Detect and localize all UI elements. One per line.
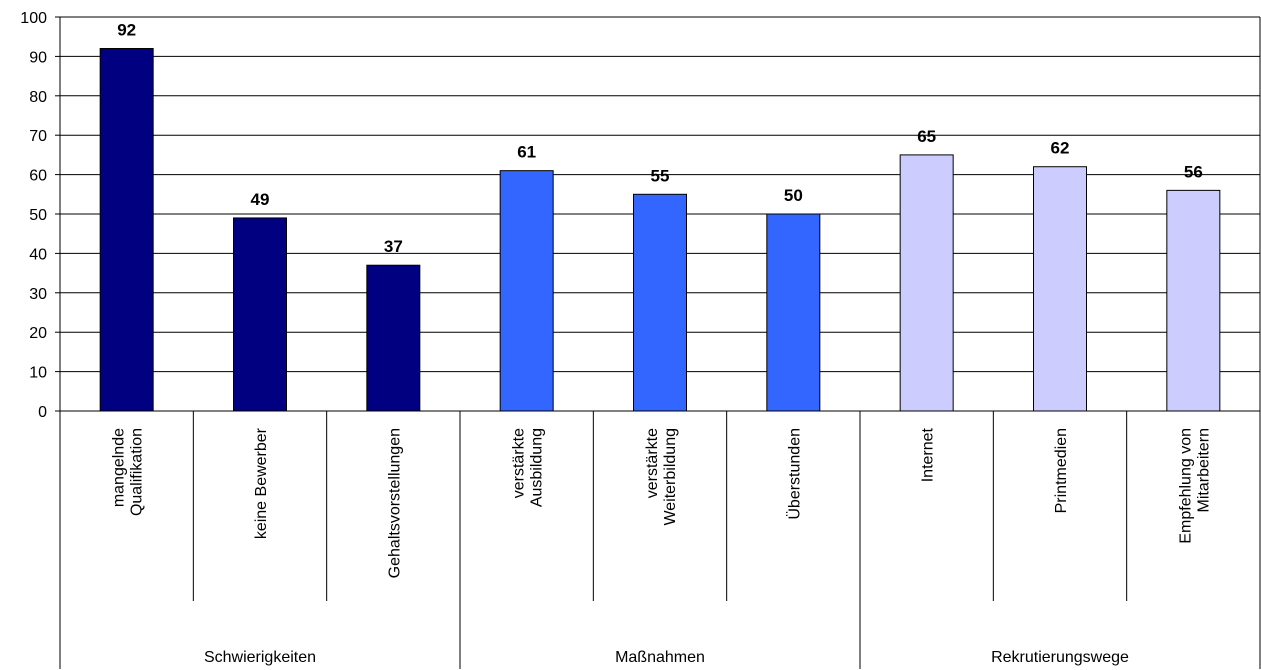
labels: 0 10 20 30 40 50 60 70 80 90 100 92 mangelnde Qualifi… bbox=[20, 10, 1212, 666]
y-tick-label: 60 bbox=[29, 168, 47, 185]
y-tick-label: 40 bbox=[29, 246, 47, 263]
bar bbox=[1033, 166, 1087, 412]
category-label: Weiterbildung bbox=[662, 428, 679, 526]
bar bbox=[499, 170, 554, 412]
y-tick-label: 50 bbox=[29, 207, 47, 224]
category-label: keine Bewerber bbox=[253, 427, 270, 539]
group-label: Maßnahmen bbox=[615, 649, 705, 666]
data-label: 92 bbox=[117, 21, 136, 40]
bar bbox=[1166, 189, 1221, 412]
y-tick-label: 0 bbox=[38, 404, 47, 421]
data-label: 49 bbox=[251, 190, 270, 209]
category-label: Ausbildung bbox=[529, 428, 546, 507]
y-tick-label: 10 bbox=[29, 365, 47, 382]
data-label: 37 bbox=[384, 237, 403, 256]
data-label: 61 bbox=[517, 143, 536, 162]
bar bbox=[899, 154, 954, 412]
data-label: 56 bbox=[1184, 162, 1203, 181]
category-label: Empfehlung von bbox=[1177, 428, 1194, 544]
category-label: verstärkte bbox=[644, 428, 661, 498]
category-label: Gehaltsvorstellungen bbox=[386, 428, 403, 578]
bar bbox=[366, 264, 421, 412]
y-tick-label: 30 bbox=[29, 286, 47, 303]
category-label: Printmedien bbox=[1053, 428, 1070, 513]
category-label: mangelnde bbox=[111, 428, 128, 507]
y-tick-label: 70 bbox=[29, 128, 47, 145]
data-label: 50 bbox=[784, 186, 803, 205]
data-label: 65 bbox=[917, 127, 936, 146]
category-label: Mitarbeitern bbox=[1195, 428, 1212, 512]
y-tick-label: 100 bbox=[20, 10, 47, 27]
category-label: Überstunden bbox=[785, 428, 803, 520]
category-label: verstärkte bbox=[511, 428, 528, 498]
bar bbox=[766, 213, 821, 412]
data-label: 62 bbox=[1051, 139, 1070, 158]
bar bbox=[633, 193, 687, 412]
group-label: Schwierigkeiten bbox=[204, 649, 316, 666]
data-label: 55 bbox=[651, 166, 670, 185]
bars bbox=[99, 48, 1221, 412]
y-tick-label: 80 bbox=[29, 89, 47, 106]
y-tick-label: 90 bbox=[29, 49, 47, 66]
category-label: Internet bbox=[920, 427, 937, 482]
y-tick-label: 20 bbox=[29, 325, 47, 342]
category-label: Qualifikation bbox=[129, 428, 146, 516]
bar bbox=[99, 48, 154, 412]
group-label: Rekrutierungswege bbox=[991, 649, 1129, 666]
bar bbox=[233, 217, 287, 412]
axes bbox=[55, 16, 1261, 669]
